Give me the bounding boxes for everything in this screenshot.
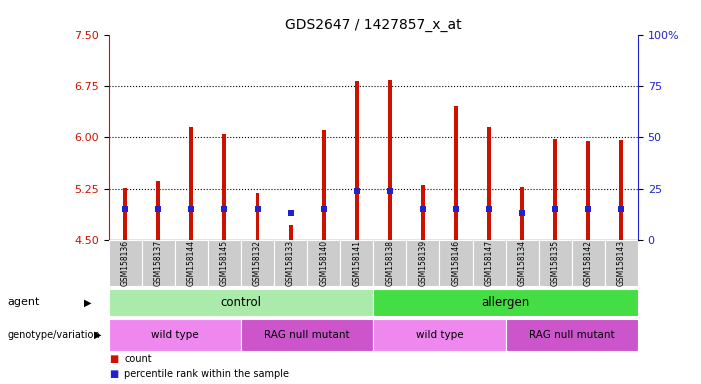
Bar xyxy=(407,240,440,286)
Text: wild type: wild type xyxy=(416,330,463,340)
Bar xyxy=(374,240,407,286)
Bar xyxy=(289,225,292,240)
Bar xyxy=(109,289,374,316)
Bar xyxy=(340,240,373,286)
Bar xyxy=(307,240,340,286)
Text: ▶: ▶ xyxy=(95,330,102,340)
Text: GSM158139: GSM158139 xyxy=(418,240,428,286)
Text: genotype/variation: genotype/variation xyxy=(7,330,100,340)
Bar xyxy=(487,127,491,240)
Bar xyxy=(355,81,359,240)
Bar xyxy=(274,240,307,286)
Bar xyxy=(454,106,458,240)
Text: count: count xyxy=(124,354,151,364)
Text: ▶: ▶ xyxy=(84,297,91,308)
Bar xyxy=(620,140,623,240)
Text: GSM158136: GSM158136 xyxy=(121,240,130,286)
Bar xyxy=(440,240,472,286)
Text: RAG null mutant: RAG null mutant xyxy=(264,330,350,340)
Text: GSM158144: GSM158144 xyxy=(187,240,196,286)
Bar xyxy=(109,319,241,351)
Bar xyxy=(241,319,374,351)
Bar xyxy=(142,240,175,286)
Bar xyxy=(374,289,638,316)
Text: GSM158146: GSM158146 xyxy=(451,240,461,286)
Bar xyxy=(421,185,425,240)
Text: GSM158145: GSM158145 xyxy=(220,240,229,286)
Text: control: control xyxy=(221,296,261,309)
Text: ■: ■ xyxy=(109,369,118,379)
Bar xyxy=(553,139,557,240)
Title: GDS2647 / 1427857_x_at: GDS2647 / 1427857_x_at xyxy=(285,18,461,32)
Text: GSM158141: GSM158141 xyxy=(352,240,361,286)
Bar xyxy=(374,319,505,351)
Text: GSM158138: GSM158138 xyxy=(386,240,395,286)
Text: RAG null mutant: RAG null mutant xyxy=(529,330,615,340)
Text: GSM158143: GSM158143 xyxy=(617,240,626,286)
Bar xyxy=(189,127,193,240)
Text: GSM158133: GSM158133 xyxy=(286,240,295,286)
Bar xyxy=(505,319,638,351)
Bar xyxy=(256,194,259,240)
Bar xyxy=(520,187,524,240)
Text: GSM158142: GSM158142 xyxy=(584,240,593,286)
Text: GSM158147: GSM158147 xyxy=(484,240,494,286)
Bar xyxy=(505,240,538,286)
Bar xyxy=(222,134,226,240)
Text: GSM158137: GSM158137 xyxy=(154,240,163,286)
Bar xyxy=(156,181,161,240)
Bar xyxy=(572,240,605,286)
Bar xyxy=(123,188,127,240)
Bar xyxy=(472,240,505,286)
Text: GSM158134: GSM158134 xyxy=(517,240,526,286)
Bar xyxy=(109,240,142,286)
Text: ■: ■ xyxy=(109,354,118,364)
Bar xyxy=(208,240,241,286)
Bar xyxy=(605,240,638,286)
Bar xyxy=(538,240,572,286)
Text: agent: agent xyxy=(7,297,39,308)
Bar xyxy=(586,141,590,240)
Bar xyxy=(388,80,392,240)
Bar xyxy=(175,240,208,286)
Bar xyxy=(322,131,326,240)
Text: wild type: wild type xyxy=(151,330,198,340)
Text: GSM158132: GSM158132 xyxy=(253,240,262,286)
Bar xyxy=(241,240,274,286)
Text: allergen: allergen xyxy=(482,296,530,309)
Text: GSM158135: GSM158135 xyxy=(551,240,559,286)
Text: percentile rank within the sample: percentile rank within the sample xyxy=(124,369,289,379)
Text: GSM158140: GSM158140 xyxy=(319,240,328,286)
